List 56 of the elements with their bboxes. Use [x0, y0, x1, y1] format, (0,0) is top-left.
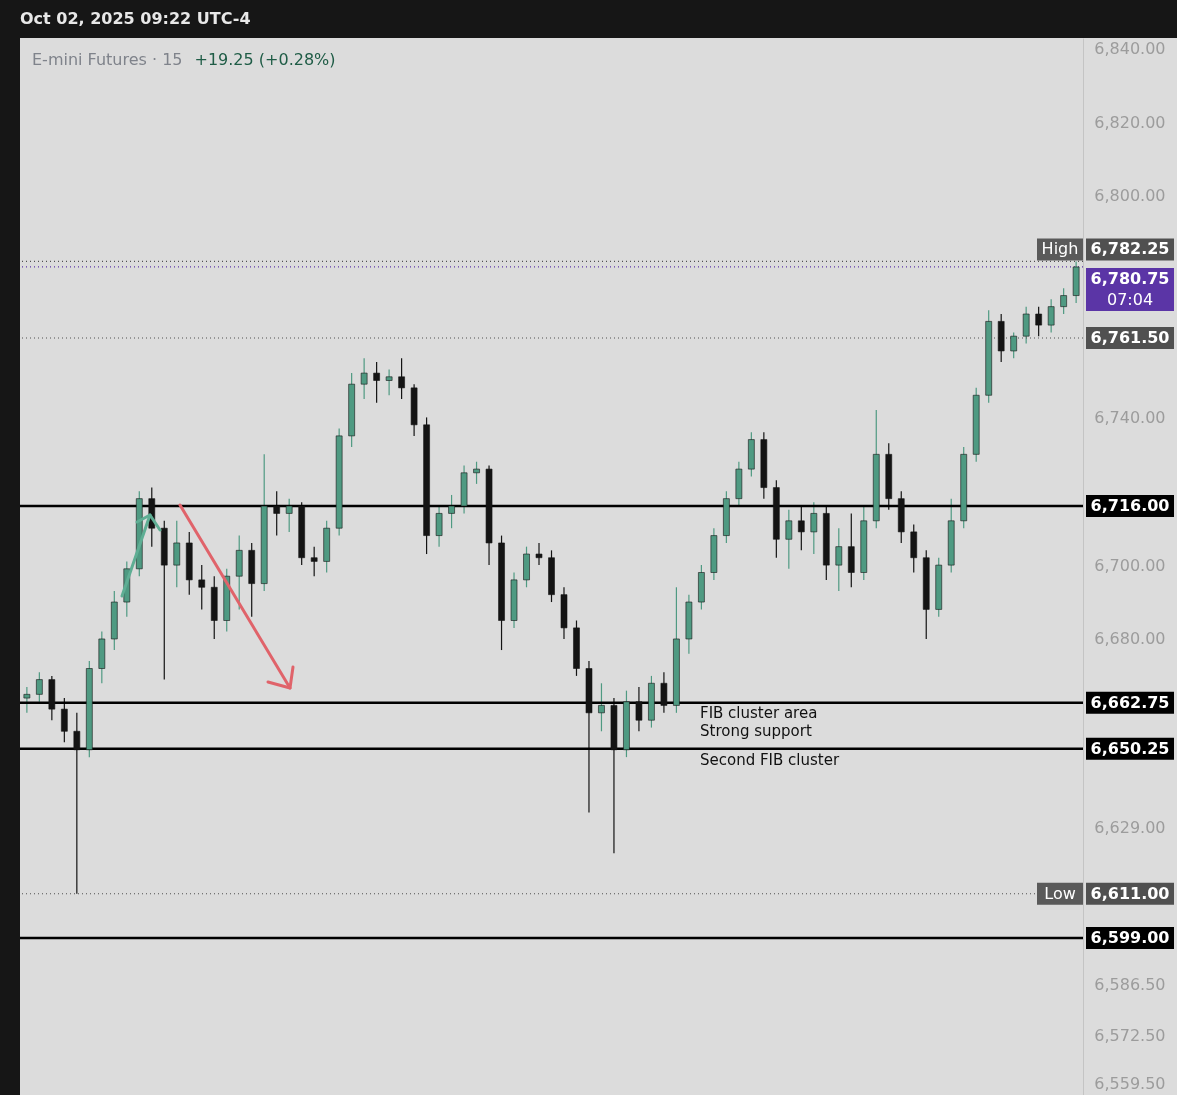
candlestick — [785, 509, 793, 570]
text: E-mini Futures · 15 — [32, 50, 183, 69]
ref-line-label: 6,650.25 — [1090, 738, 1170, 758]
candlestick — [398, 357, 405, 400]
annotation: Low — [1044, 883, 1076, 903]
candlestick — [1022, 306, 1030, 345]
annotation: High — [1041, 239, 1079, 259]
annotation: Strong support — [700, 722, 812, 740]
y-tick-label: 6,629.00 — [1094, 817, 1166, 837]
candlestick — [1035, 306, 1042, 337]
y-tick-label: 6,700.00 — [1094, 555, 1166, 575]
y-tick-label: 6,586.50 — [1094, 974, 1166, 994]
text: +19.25 (+0.28%) — [194, 50, 336, 69]
y-tick-label: 6,840.00 — [1094, 38, 1166, 58]
text: 07:04 — [1106, 289, 1154, 309]
candlestick — [61, 697, 68, 743]
candlestick — [635, 686, 643, 732]
ref-line-label: 6,599.00 — [1090, 928, 1170, 948]
annotation: Second FIB cluster — [700, 751, 840, 769]
text: Oct 02, 2025 09:22 UTC-4 — [20, 8, 251, 30]
candlestick — [810, 501, 818, 555]
candlestick — [1010, 331, 1017, 359]
candlestick — [835, 527, 843, 592]
candlestick — [73, 712, 81, 895]
candlestick — [798, 505, 805, 551]
candlestick — [535, 542, 543, 566]
y-tick-label: 6,740.00 — [1094, 407, 1166, 427]
ref-line-label: 6,761.50 — [1090, 328, 1170, 348]
y-tick-label: 6,572.50 — [1094, 1026, 1166, 1046]
candlestick — [23, 686, 31, 714]
y-tick-label: 6,820.00 — [1094, 112, 1166, 132]
ref-line-label: 6,662.75 — [1090, 692, 1170, 712]
ref-line-label: 6,782.25 — [1090, 239, 1170, 259]
annotation: FIB cluster area — [700, 704, 818, 722]
candlestick — [373, 361, 380, 404]
candlestick — [198, 564, 206, 611]
y-tick-label: 6,800.00 — [1094, 186, 1166, 206]
y-tick-label: 6,559.50 — [1094, 1074, 1166, 1094]
candlestick — [36, 671, 43, 703]
candlestick — [660, 671, 668, 714]
candlestick — [435, 505, 443, 548]
ref-line-label: 6,716.00 — [1090, 496, 1170, 516]
candlestick — [273, 490, 280, 537]
candlestick — [1047, 298, 1055, 334]
ref-line-label: 6,611.00 — [1090, 883, 1170, 903]
candlestick — [360, 357, 368, 400]
candlestick — [598, 682, 605, 732]
candlestick — [173, 520, 181, 588]
candlestick — [385, 368, 393, 396]
candlestick — [1060, 287, 1067, 315]
candlestick — [285, 498, 293, 533]
y-tick-label: 6,680.00 — [1094, 629, 1166, 649]
candlestick — [448, 494, 455, 529]
ref-line-label: 6,780.75 — [1090, 268, 1170, 288]
candlestick — [473, 461, 480, 485]
candlestick — [310, 546, 318, 577]
